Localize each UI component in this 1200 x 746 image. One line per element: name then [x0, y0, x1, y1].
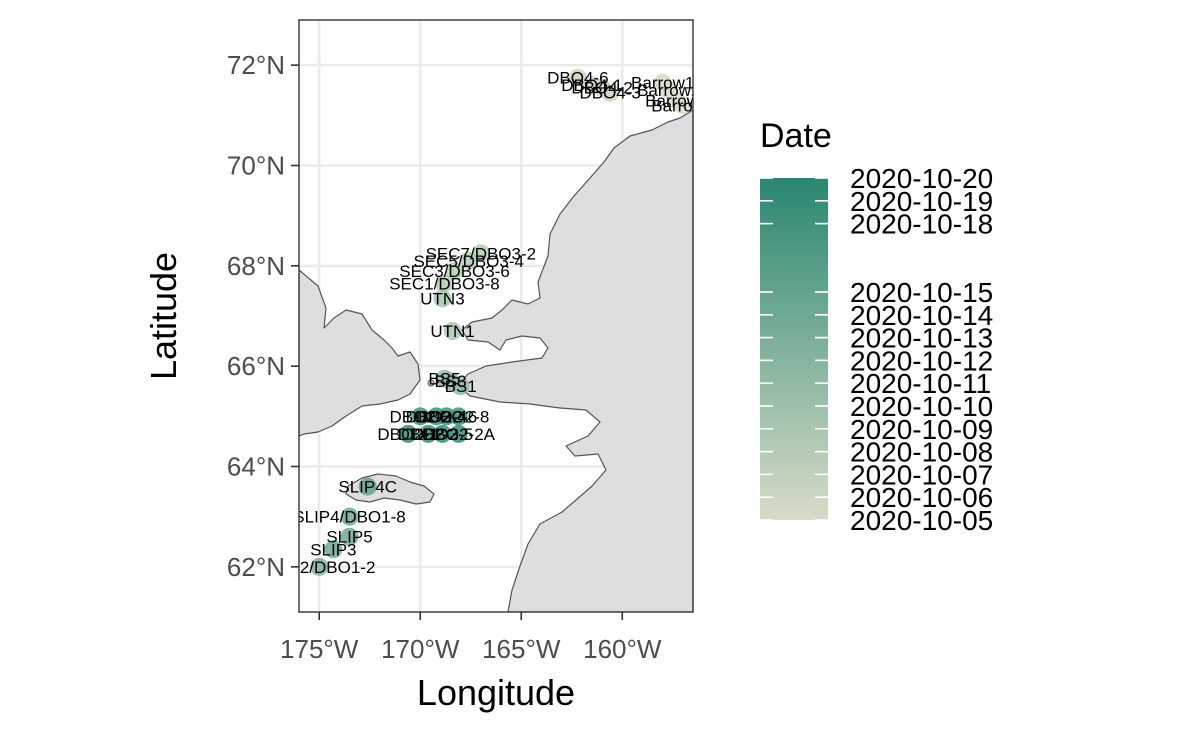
- station-label-8: SEC7/DBO3-2: [426, 244, 537, 263]
- station-point-23: [433, 424, 452, 443]
- station-point-26: [340, 507, 359, 526]
- legend-label-13: 2020-10-05: [850, 505, 993, 536]
- station-label-23: DBO2-5: [412, 425, 473, 444]
- x-axis-title: Longitude: [417, 672, 575, 713]
- station-label-1: DBO4-1: [561, 76, 622, 95]
- station-point-3: [601, 83, 620, 102]
- legend-title: Date: [760, 117, 832, 155]
- station-label-28: SLIP3: [310, 540, 356, 559]
- legend-label-1: 2020-10-19: [850, 186, 993, 217]
- station-label-4: Barrow1: [631, 74, 694, 93]
- station-point-29: [310, 557, 329, 576]
- station-point-28: [324, 540, 343, 559]
- station-point-11: [435, 274, 454, 293]
- alaska-land: [457, 109, 693, 612]
- y-tick-label-2: 66°N: [227, 351, 285, 381]
- station-label-29: SLIP2/DBO1-2: [263, 558, 375, 577]
- station-point-20: [449, 407, 468, 426]
- station-label-26: SLIP4/DBO1-8: [293, 508, 405, 527]
- x-tick-label-2: 165°W: [482, 634, 561, 664]
- chukotka-land: [299, 269, 421, 437]
- station-point-24: [449, 424, 468, 443]
- station-point-13: [443, 322, 462, 341]
- legend-label-12: 2020-10-06: [850, 482, 993, 513]
- station-label-3: DBO4-3: [579, 84, 640, 103]
- station-point-27: [340, 527, 359, 546]
- station-label-0: DBO4-6: [547, 69, 608, 88]
- station-label-6: Barrow3: [645, 91, 708, 110]
- station-point-16: [451, 377, 470, 396]
- legend-colorbar: [760, 178, 828, 520]
- y-tick-label-4: 70°N: [227, 150, 285, 180]
- station-label-27: SLIP5: [326, 528, 372, 547]
- legend-label-6: 2020-10-12: [850, 345, 993, 376]
- station-label-21: DBO2-1: [377, 425, 438, 444]
- legend-label-8: 2020-10-10: [850, 391, 993, 422]
- station-labels: DBO4-6DBO4-1DBO4-2DBO4-3Barrow1Barrow2Ba…: [263, 69, 714, 577]
- diomede-island: [427, 379, 435, 387]
- station-point-25: [358, 477, 377, 496]
- y-tick-label-1: 64°N: [227, 452, 285, 482]
- y-axis-title: Latitude: [143, 252, 184, 380]
- x-axis-ticks: 175°W 170°W 165°W 160°W: [280, 612, 662, 664]
- station-point-12: [433, 289, 452, 308]
- x-tick-label-0: 175°W: [280, 634, 359, 664]
- legend-label-4: 2020-10-14: [850, 300, 993, 331]
- station-label-17: DBO2-2: [390, 407, 451, 426]
- y-tick-label-3: 68°N: [227, 251, 285, 281]
- x-tick-label-3: 160°W: [583, 634, 662, 664]
- legend-label-5: 2020-10-13: [850, 323, 993, 354]
- y-tick-label-0: 62°N: [227, 552, 285, 582]
- y-tick-label-5: 72°N: [227, 50, 285, 80]
- station-label-16: BS1: [445, 377, 477, 396]
- station-label-24: DBO2-2A: [422, 425, 495, 444]
- station-point-9: [459, 251, 478, 270]
- legend-label-7: 2020-10-11: [850, 368, 991, 399]
- legend-label-10: 2020-10-08: [850, 437, 993, 468]
- panel-border: [298, 19, 694, 613]
- station-label-13: UTN1: [430, 322, 474, 341]
- station-label-2: DBO4-2: [571, 79, 632, 98]
- station-point-17: [411, 407, 430, 426]
- station-label-22: DBO2-3: [398, 425, 459, 444]
- station-point-10: [445, 261, 464, 280]
- station-label-18: DBO2-4: [406, 407, 467, 426]
- legend-ticks: [760, 177, 828, 521]
- legend-label-3: 2020-10-15: [850, 277, 993, 308]
- legend-label-9: 2020-10-09: [850, 414, 993, 445]
- station-label-11: SEC1/DBO3-8: [389, 274, 500, 293]
- station-label-5: Barrow2: [637, 81, 700, 100]
- legend-label-11: 2020-10-07: [850, 459, 993, 490]
- legend-label-0: 2020-10-20: [850, 163, 993, 194]
- station-label-25: SLIP4C: [338, 478, 397, 497]
- legend: Date 2020-10-202020-10-192020-10-182020-…: [760, 117, 993, 536]
- station-label-9: SEC5/DBO3-4: [413, 252, 524, 271]
- y-axis-ticks: 62°N 64°N 66°N 68°N 70°N 72°N: [227, 50, 299, 582]
- station-label-20: DBO2-8: [428, 407, 489, 426]
- station-label-14: BS5: [428, 370, 460, 389]
- station-points: [310, 68, 692, 576]
- x-tick-label-1: 170°W: [381, 634, 460, 664]
- station-label-7: Barrow4: [651, 96, 714, 115]
- station-point-22: [419, 424, 438, 443]
- legend-label-2: 2020-10-18: [850, 209, 993, 240]
- station-label-10: SEC3/DBO3-6: [399, 262, 510, 281]
- station-point-7: [673, 96, 692, 115]
- station-label-19: DBO2-6: [416, 407, 477, 426]
- station-label-15: BS3: [434, 372, 466, 391]
- station-point-21: [399, 424, 418, 443]
- station-label-12: UTN3: [420, 289, 464, 308]
- station-point-0: [568, 68, 587, 87]
